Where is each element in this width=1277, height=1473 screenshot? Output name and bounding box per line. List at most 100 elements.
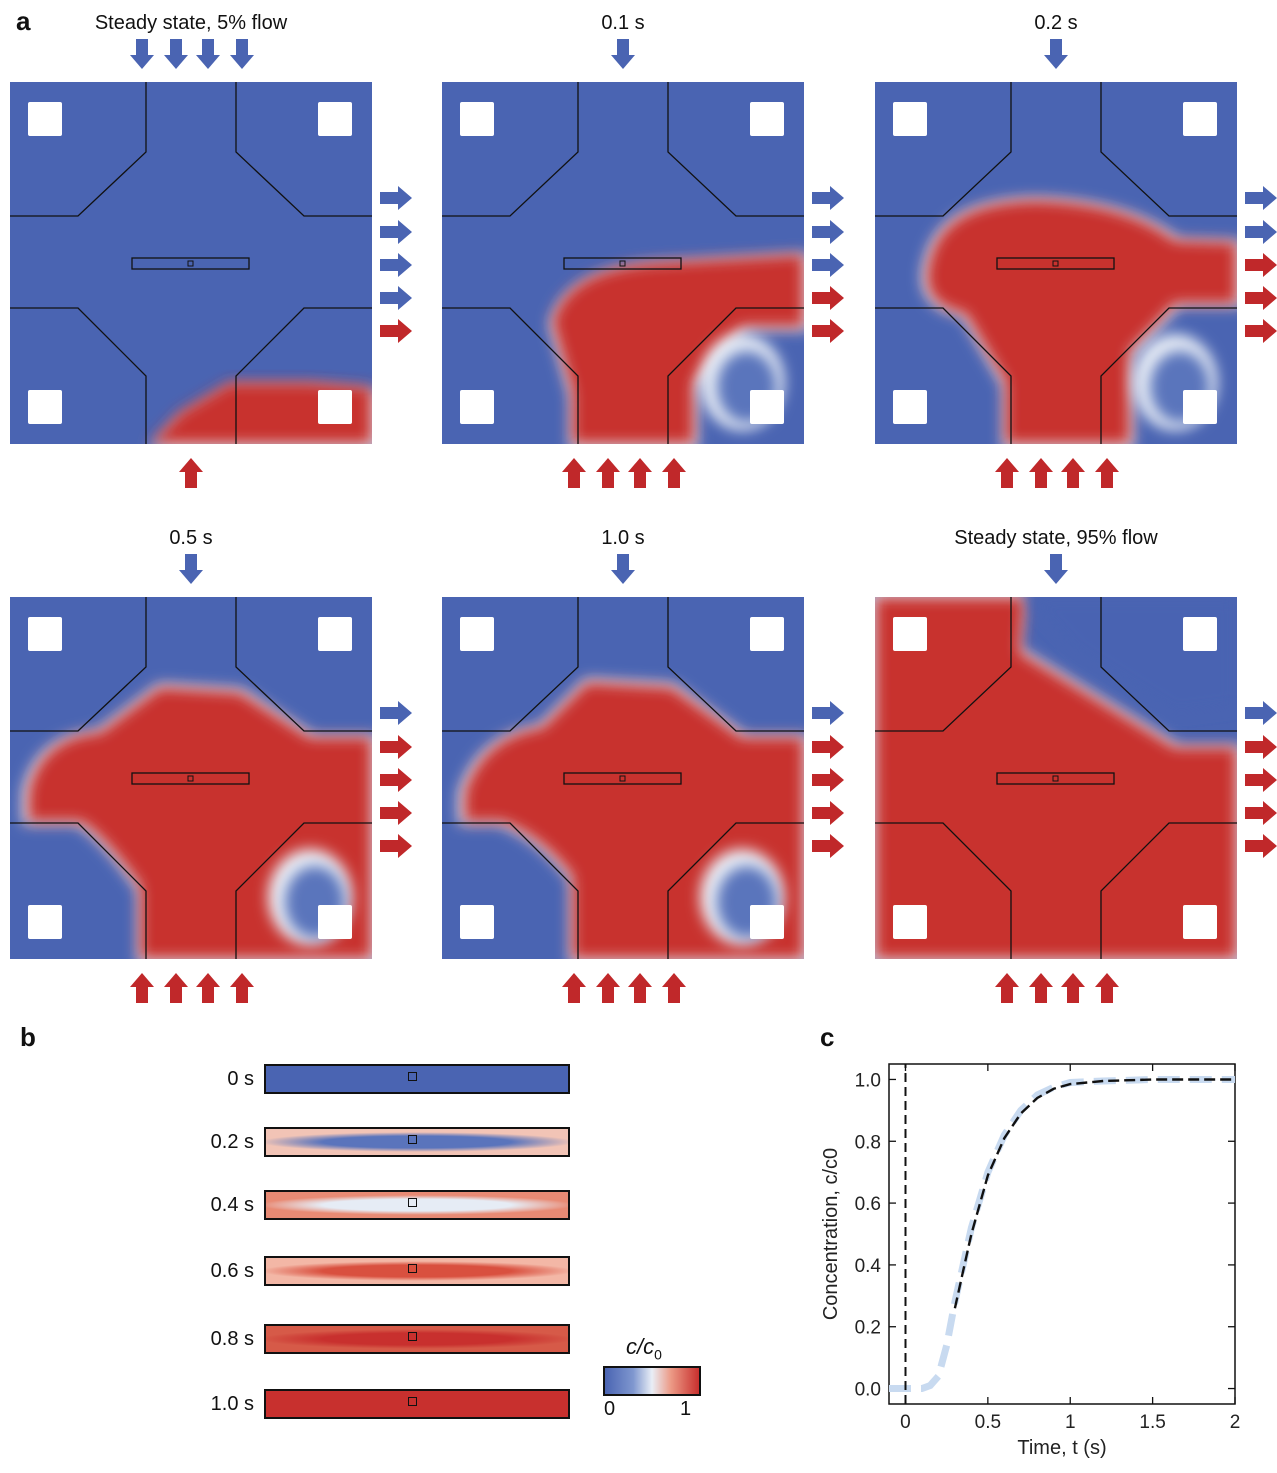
outflow-arrow	[812, 220, 844, 244]
wall-top-right	[1100, 82, 1237, 217]
wall-bottom-right	[1100, 822, 1237, 959]
outflow-arrow	[812, 286, 844, 310]
outflow-arrow	[380, 286, 412, 310]
sensor-point	[187, 260, 194, 267]
channel-snapshot	[264, 1324, 570, 1354]
snapshot-time-label: 1.0 s	[210, 1393, 254, 1415]
corner-post	[1183, 905, 1217, 939]
simulation-frame	[442, 554, 844, 1003]
sensor-point	[408, 1135, 417, 1144]
outflow-arrow	[812, 186, 844, 210]
outflow-arrow	[1245, 253, 1277, 277]
frame-label: 0.5 s	[169, 527, 213, 549]
wall-top-left	[442, 82, 579, 217]
corner-post	[893, 905, 927, 939]
outflow-arrow	[1245, 319, 1277, 343]
colorbar-min-label: 0	[604, 1398, 616, 1420]
sensor-channel	[131, 257, 250, 270]
channel-snapshot	[264, 1190, 570, 1220]
concentration-region	[875, 597, 1237, 959]
x-tick-label: 0	[900, 1412, 911, 1433]
sensor-point	[408, 1264, 417, 1273]
x-tick-label: 1.5	[1139, 1412, 1165, 1433]
inflow-arrow	[1044, 554, 1068, 584]
inflow-arrow	[596, 973, 620, 1003]
channel-snapshot	[264, 1389, 570, 1419]
inflow-arrow	[1029, 973, 1053, 1003]
simulation-frame	[10, 39, 412, 488]
sensor-point	[408, 1332, 417, 1341]
sensor-channel	[563, 772, 682, 785]
y-tick-label: 0.2	[855, 1318, 881, 1339]
colorbar-title-c: c	[626, 1334, 637, 1359]
inflow-arrow	[179, 458, 203, 488]
inflow-arrow	[562, 973, 586, 1003]
channel-snapshot	[264, 1127, 570, 1157]
wall-bottom-left	[10, 822, 147, 959]
outflow-arrow	[1245, 701, 1277, 725]
sensor-channel	[131, 772, 250, 785]
corner-post	[1183, 390, 1217, 424]
plot-frame	[888, 1063, 1236, 1405]
corner-post	[460, 390, 494, 424]
frame-label: 0.1 s	[601, 12, 645, 34]
simulation-frame	[875, 39, 1277, 488]
snapshot-time-label: 0.2 s	[210, 1131, 254, 1153]
inflow-arrow	[995, 973, 1019, 1003]
inflow-arrow	[1061, 973, 1085, 1003]
wall-bottom-right	[667, 822, 804, 959]
outflow-arrow	[1245, 735, 1277, 759]
corner-post	[750, 905, 784, 939]
corner-post	[893, 390, 927, 424]
corner-post	[750, 102, 784, 136]
outflow-arrow	[1245, 286, 1277, 310]
wall-top-left	[10, 82, 147, 217]
inflow-arrow	[130, 39, 154, 69]
outflow-arrow	[812, 735, 844, 759]
wall-bottom-right	[1100, 307, 1237, 444]
outflow-arrow	[812, 253, 844, 277]
wall-top-left	[875, 82, 1012, 217]
inflow-arrow	[230, 39, 254, 69]
colorbar-max-label: 1	[680, 1398, 692, 1420]
simulation-frame	[875, 554, 1277, 1003]
wall-bottom-left	[875, 822, 1012, 959]
sensor-channel	[563, 257, 682, 270]
inflow-arrow	[628, 458, 652, 488]
colorbar-title-sub: 0	[654, 1346, 662, 1363]
inflow-arrow	[1061, 458, 1085, 488]
outflow-arrow	[380, 220, 412, 244]
sensor-point	[408, 1198, 417, 1207]
wall-top-right	[235, 82, 372, 217]
inflow-arrow	[662, 973, 686, 1003]
corner-post	[318, 390, 352, 424]
wall-bottom-right	[667, 307, 804, 444]
inflow-arrow	[196, 39, 220, 69]
corner-post	[28, 905, 62, 939]
inflow-arrow	[596, 458, 620, 488]
wall-top-right	[667, 597, 804, 732]
inflow-arrow	[196, 973, 220, 1003]
snapshot-time-label: 0.6 s	[210, 1260, 254, 1282]
frame-label: Steady state, 95% flow	[954, 527, 1158, 549]
sensor-point	[619, 260, 626, 267]
outflow-arrow	[380, 801, 412, 825]
outflow-arrow	[812, 801, 844, 825]
y-tick-label: 0.0	[855, 1380, 881, 1401]
corner-post	[893, 617, 927, 651]
series-line	[953, 1078, 1235, 1309]
y-axis-label: Concentration, c/c0	[820, 1148, 842, 1320]
outflow-arrow	[380, 701, 412, 725]
outflow-arrow	[1245, 801, 1277, 825]
corner-post	[318, 102, 352, 136]
wall-top-left	[10, 597, 147, 732]
corner-post	[1183, 102, 1217, 136]
inflow-arrow	[662, 458, 686, 488]
corner-post	[1183, 617, 1217, 651]
outflow-arrow	[1245, 220, 1277, 244]
inflow-arrow	[611, 554, 635, 584]
wall-bottom-left	[442, 307, 579, 444]
concentration-chart: 0 0.5 1 1.5 2 0.0 0.2 0.4 0.6 0.8 1.0 Time, t (s) Co…	[820, 1063, 1240, 1459]
concentration-region	[150, 382, 372, 444]
y-tick-label: 0.6	[855, 1194, 881, 1215]
